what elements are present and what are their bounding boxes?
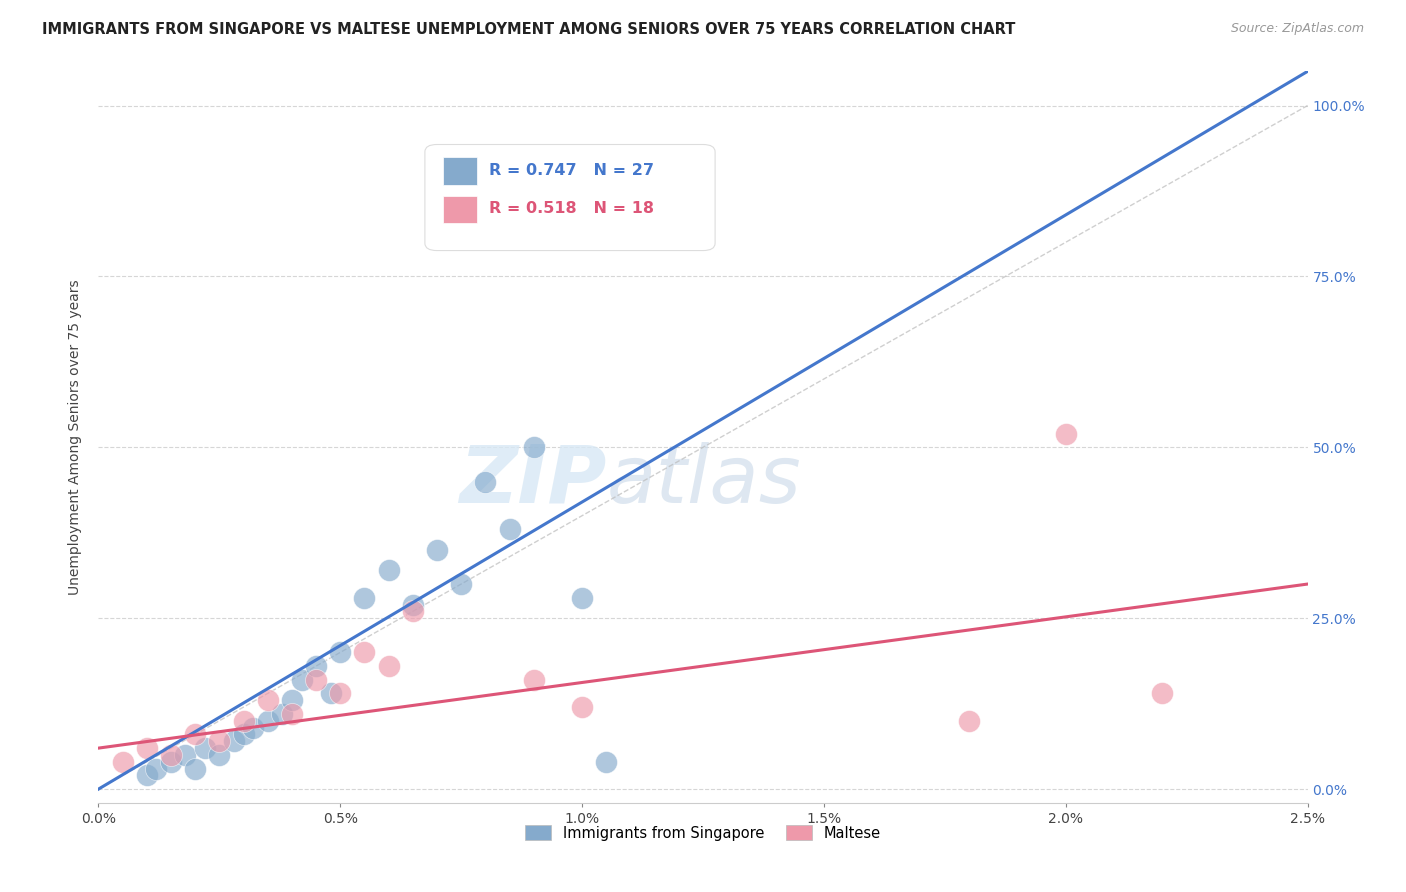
Point xyxy=(174,747,197,762)
Point xyxy=(242,721,264,735)
Point xyxy=(184,762,207,776)
Point xyxy=(402,598,425,612)
Point xyxy=(329,645,352,659)
Point xyxy=(319,686,342,700)
Point xyxy=(160,747,183,762)
Point xyxy=(402,604,425,618)
Text: IMMIGRANTS FROM SINGAPORE VS MALTESE UNEMPLOYMENT AMONG SENIORS OVER 75 YEARS CO: IMMIGRANTS FROM SINGAPORE VS MALTESE UNE… xyxy=(42,22,1015,37)
FancyBboxPatch shape xyxy=(425,145,716,251)
Point xyxy=(474,475,496,489)
Point xyxy=(208,734,231,748)
Point xyxy=(135,741,157,756)
Point xyxy=(377,659,399,673)
Text: R = 0.518   N = 18: R = 0.518 N = 18 xyxy=(489,202,654,217)
Text: Source: ZipAtlas.com: Source: ZipAtlas.com xyxy=(1230,22,1364,36)
Point xyxy=(290,673,312,687)
Point xyxy=(523,440,546,454)
Point xyxy=(1054,426,1077,441)
Text: atlas: atlas xyxy=(606,442,801,520)
Point xyxy=(353,591,375,605)
FancyBboxPatch shape xyxy=(443,195,477,224)
Point xyxy=(208,747,231,762)
FancyBboxPatch shape xyxy=(443,157,477,185)
Point xyxy=(305,659,328,673)
Point xyxy=(271,706,294,721)
Point xyxy=(222,734,245,748)
Point xyxy=(194,741,217,756)
Point xyxy=(145,762,167,776)
Point xyxy=(232,714,254,728)
Point xyxy=(523,673,546,687)
Text: ZIP: ZIP xyxy=(458,442,606,520)
Point xyxy=(256,714,278,728)
Point xyxy=(450,577,472,591)
Point xyxy=(353,645,375,659)
Point xyxy=(256,693,278,707)
Text: R = 0.747   N = 27: R = 0.747 N = 27 xyxy=(489,162,654,178)
Point xyxy=(160,755,183,769)
Point xyxy=(498,522,520,536)
Point xyxy=(571,591,593,605)
Point xyxy=(1152,686,1174,700)
Point xyxy=(232,727,254,741)
Point xyxy=(595,755,617,769)
Y-axis label: Unemployment Among Seniors over 75 years: Unemployment Among Seniors over 75 years xyxy=(69,279,83,595)
Point xyxy=(571,700,593,714)
Point xyxy=(135,768,157,782)
Point xyxy=(957,714,980,728)
Point xyxy=(281,706,304,721)
Point xyxy=(329,686,352,700)
Point xyxy=(184,727,207,741)
Point xyxy=(281,693,304,707)
Point xyxy=(377,563,399,577)
Point xyxy=(111,755,134,769)
Point xyxy=(305,673,328,687)
Legend: Immigrants from Singapore, Maltese: Immigrants from Singapore, Maltese xyxy=(519,820,887,847)
Point xyxy=(426,542,449,557)
